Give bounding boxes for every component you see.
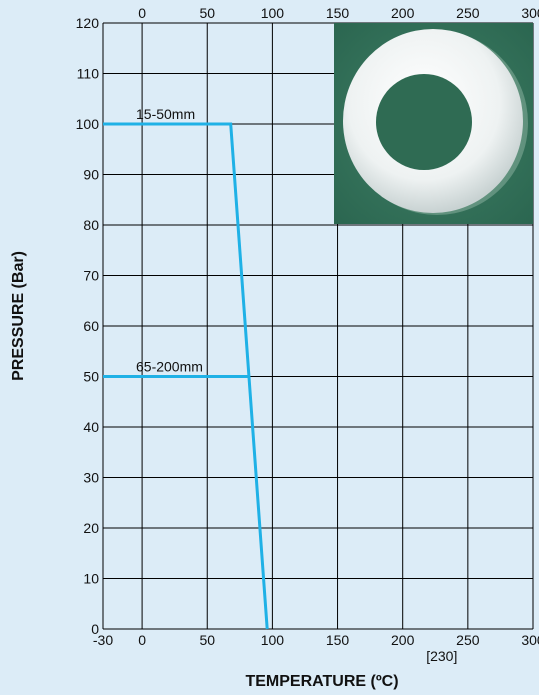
y-tick-label: 20: [83, 520, 99, 536]
y-tick-label: 110: [77, 66, 100, 82]
x-tick-label-top: 300: [521, 5, 539, 21]
y-axis-title: PRESSURE (Bar): [10, 251, 27, 381]
series-label-65-200mm: 65-200mm: [136, 359, 203, 375]
x-axis-title: TEMPERATURE (ºC): [245, 673, 398, 690]
y-tick-label: 0: [91, 621, 99, 637]
extra-x-label: [230]: [426, 648, 457, 664]
y-tick-label: 60: [83, 318, 99, 334]
y-tick-label: 80: [83, 217, 99, 233]
series-label-15-50mm: 15-50mm: [136, 106, 195, 122]
x-tick-label-top: 0: [138, 5, 146, 21]
y-tick-label: 10: [83, 571, 99, 587]
x-tick-label-bottom: 50: [199, 632, 215, 648]
x-tick-label-top: 250: [456, 5, 480, 21]
inset-photo: [334, 23, 533, 224]
x-tick-label-top: 100: [261, 5, 285, 21]
y-tick-label: 70: [83, 268, 99, 284]
y-tick-label: 120: [76, 15, 100, 31]
series: 15-50mm 65-200mm: [103, 106, 269, 630]
x-tick-label-bottom: 100: [261, 632, 285, 648]
y-tick-label: 40: [83, 419, 99, 435]
y-tick-label: 30: [83, 470, 99, 486]
y-tick-label: 50: [83, 369, 99, 385]
series-line-15-50mm: [103, 122, 269, 630]
x-tick-label-top: 200: [391, 5, 415, 21]
gasket-ring-hole: [376, 74, 472, 170]
x-tick-label-top: 150: [326, 5, 350, 21]
x-tick-label-bottom: -30: [93, 632, 113, 648]
x-tick-label-bottom: 0: [138, 632, 146, 648]
x-tick-label-bottom: 250: [456, 632, 480, 648]
x-tick-label-bottom: 150: [326, 632, 350, 648]
x-tick-label-bottom: 300: [521, 632, 539, 648]
x-tick-label-bottom: 200: [391, 632, 415, 648]
y-tick-label: 90: [83, 167, 99, 183]
x-tick-label-top: 50: [199, 5, 215, 21]
y-tick-label: 100: [76, 116, 100, 132]
